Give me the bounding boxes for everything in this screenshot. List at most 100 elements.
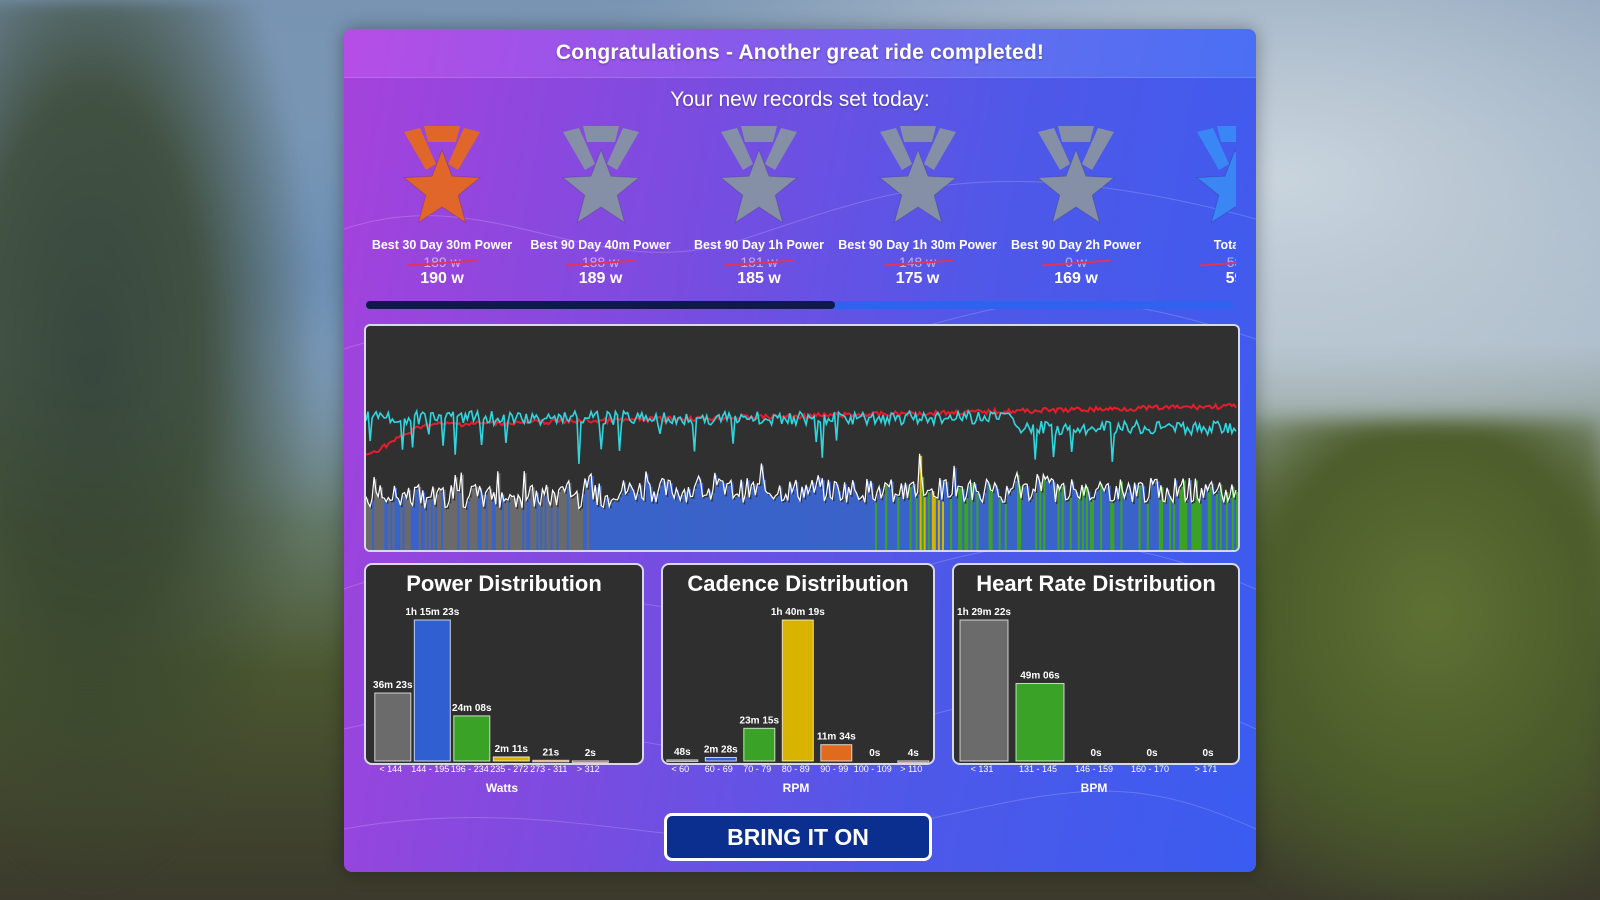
cadence-distribution-chart: 48s 2m 28s 23m 15s 1h 40m 19s 11m 34s 0s 4s (666, 607, 930, 763)
medal-silver-icon (561, 126, 640, 224)
cadence-distribution-value-label-5: 11m 34s (817, 732, 856, 743)
record-6: Total R 5859 (1155, 124, 1236, 288)
record-old-value: 189 w (364, 254, 522, 270)
power-line (366, 453, 1237, 510)
power-distribution-panel: Power Distribution 36m 23s 1h 15m 23s 24m … (364, 563, 644, 765)
record-old-value: 181 w (679, 254, 839, 270)
heart-rate-distribution-bar-1 (959, 619, 1009, 762)
power-zone-fill (366, 455, 1238, 550)
record-new-value: 169 w (1054, 270, 1098, 287)
record-new-value: 175 w (895, 270, 940, 287)
heart-rate-distribution-value-label-4: 0s (1146, 748, 1158, 759)
ride-summary-panel: Congratulations - Another great ride com… (344, 29, 1256, 872)
cadence-distribution-category-label-1: < 60 (671, 764, 690, 774)
medal-bronze-icon (402, 126, 482, 224)
heart-rate-distribution-value-label-1: 1h 29m 22s (957, 607, 1011, 618)
record-3: Best 90 Day 1h Power 181 w185 w (679, 124, 839, 288)
power-distribution-bar-3 (453, 715, 491, 762)
record-old-value: 0 w (996, 254, 1156, 270)
medal-silver-icon (719, 126, 799, 224)
medal-silver-icon (878, 126, 957, 224)
power-distribution-category-label-3: 196 - 234 (450, 764, 489, 774)
cadence-distribution-panel: Cadence Distribution 48s 2m 28s 23m 15s 1h … (661, 563, 935, 765)
power-distribution-bar-6 (571, 760, 609, 763)
heart-rate-distribution-panel: Heart Rate Distribution 1h 29m 22s 49m 06… (952, 563, 1240, 765)
heart-rate-line (366, 402, 1237, 456)
cadence-distribution-value-label-7: 4s (908, 748, 920, 759)
record-label: Best 90 Day 40m Power (530, 238, 671, 252)
heart-rate-distribution-bar-2 (1015, 683, 1065, 762)
background-trees (0, 0, 320, 900)
power-distribution-category-label-1: < 144 (379, 764, 403, 774)
heart-rate-distribution-value-label-3: 0s (1090, 748, 1102, 759)
record-label: Best 90 Day 1h 30m Power (838, 238, 997, 252)
ride-graph (364, 324, 1240, 552)
record-old-value: 188 w (521, 254, 681, 270)
power-distribution-bar-5 (532, 759, 570, 763)
power-distribution-value-label-3: 24m 08s (452, 703, 492, 714)
power-distribution-category-label-5: 273 - 311 (530, 764, 568, 774)
record-old-value: 148 w (838, 254, 998, 270)
record-label: Best 30 Day 30m Power (371, 238, 513, 252)
records-scrollbar[interactable] (366, 301, 1234, 309)
cadence-line (366, 408, 1237, 464)
header-title: Congratulations - Another great ride com… (555, 41, 1045, 64)
cadence-distribution-axis: RPM < 60 60 - 69 70 - 79 80 - 89 90 - 99 100 … (661, 764, 931, 798)
heart-rate-distribution-category-label-4: 160 - 170 (1130, 764, 1170, 774)
cadence-distribution-value-label-4: 1h 40m 19s (771, 607, 825, 618)
cadence-distribution-category-label-6: 100 - 109 (853, 764, 892, 774)
cadence-distribution-value-label-2: 2m 28s (704, 745, 738, 756)
medal-silver-icon (1036, 126, 1116, 224)
record-new-value: 189 w (578, 270, 623, 287)
bring-it-on-button[interactable]: BRING IT ON (664, 813, 932, 861)
power-distribution-bar-2 (413, 619, 451, 762)
cadence-distribution-bar-1 (666, 759, 699, 762)
power-distribution-bar-1 (374, 692, 412, 762)
cadence-distribution-bar-7 (897, 760, 930, 763)
cadence-distribution-category-label-4: 80 - 89 (781, 764, 810, 774)
power-distribution-value-label-4: 2m 11s (495, 744, 529, 755)
cadence-distribution-value-label-3: 23m 15s (740, 715, 780, 726)
power-distribution-value-label-6: 2s (585, 748, 597, 759)
power-distribution-category-label-4: 235 - 272 (490, 764, 529, 774)
heart-rate-distribution-value-label-5: 0s (1202, 748, 1214, 759)
records-scrollbar-thumb[interactable] (366, 301, 835, 309)
power-distribution-value-label-5: 21s (542, 747, 559, 758)
heart-rate-distribution-chart: 1h 29m 22s 49m 06s 0s 0s 0s (957, 607, 1214, 762)
power-distribution-value-label-2: 1h 15m 23s (405, 607, 459, 618)
cadence-distribution-bar-5 (820, 744, 853, 762)
cadence-distribution-category-label-3: 70 - 79 (743, 764, 772, 774)
cadence-distribution-value-label-6: 0s (869, 748, 881, 759)
heart-rate-distribution-category-label-2: 131 - 145 (1018, 764, 1058, 774)
power-distribution-bar-4 (492, 756, 530, 762)
cadence-distribution-category-label-2: 60 - 69 (704, 764, 733, 774)
record-old-value: 58 (1155, 254, 1236, 270)
power-distribution-axis: Watts < 144 144 - 195 196 - 234 235 - 272 27… (364, 764, 640, 798)
heart-rate-unit-label: BPM (1080, 781, 1108, 795)
heart-rate-distribution-axis: BPM < 131 131 - 145 146 - 159 160 - 170 > 17… (952, 764, 1236, 798)
heart-rate-distribution-title: Heart Rate Distribution (976, 571, 1216, 596)
power-distribution-category-label-2: 144 - 195 (411, 764, 450, 774)
cadence-distribution-title: Cadence Distribution (687, 571, 909, 596)
records-subtitle: Your new records set today: (670, 88, 930, 111)
record-new-value: 190 w (420, 270, 464, 287)
cadence-distribution-category-label-5: 90 - 99 (820, 764, 849, 774)
record-1: Best 30 Day 30m Power 189 w190 w (364, 124, 522, 288)
heart-rate-distribution-category-label-1: < 131 (970, 764, 994, 774)
cadence-distribution-bar-4 (781, 619, 814, 762)
cadence-distribution-bar-3 (743, 727, 776, 762)
record-5: Best 90 Day 2h Power 0 w169 w (996, 124, 1156, 288)
cadence-unit-label: RPM (782, 781, 810, 795)
record-4: Best 90 Day 1h 30m Power 148 w175 w (838, 124, 998, 288)
record-2: Best 90 Day 40m Power 188 w189 w (521, 124, 681, 288)
power-distribution-value-label-1: 36m 23s (373, 680, 413, 691)
record-label: Best 90 Day 2h Power (1011, 238, 1141, 252)
ride-graph-svg (366, 402, 1238, 550)
medal-blue-icon (1195, 126, 1236, 224)
header-bar: Congratulations - Another great ride com… (344, 29, 1256, 78)
record-label: Best 90 Day 1h Power (694, 238, 824, 252)
power-distribution-chart: 36m 23s 1h 15m 23s 24m 08s 2m 11s 21s 2s (373, 607, 609, 763)
power-distribution-title: Power Distribution (406, 571, 602, 596)
cadence-distribution-category-label-7: > 110 (900, 764, 923, 774)
